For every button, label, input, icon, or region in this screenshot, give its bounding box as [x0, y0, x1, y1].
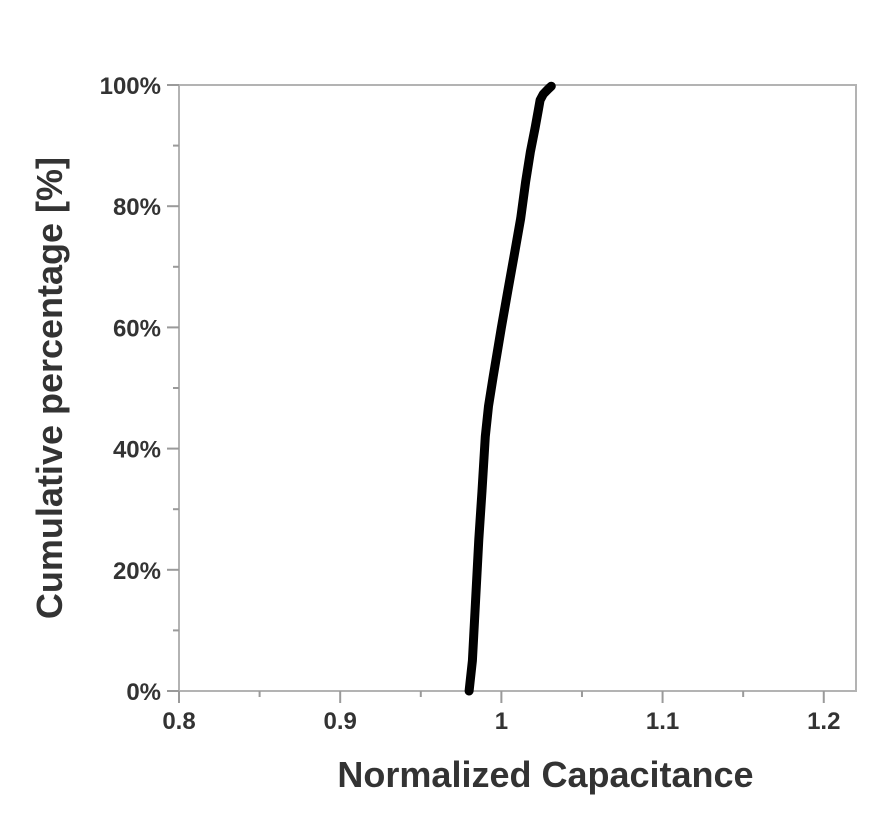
y-tick-label: 40% [113, 437, 161, 464]
y-tick-label: 0% [126, 679, 161, 706]
y-tick-label: 20% [113, 558, 161, 585]
x-tick-label: 0.9 [324, 708, 357, 735]
x-tick-label: 1.1 [646, 708, 679, 735]
x-axis-title: Normalized Capacitance [337, 754, 753, 795]
x-tick-label: 1.2 [807, 708, 840, 735]
x-tick-label: 0.8 [162, 708, 195, 735]
y-axis-title: Cumulative percentage [%] [29, 157, 70, 619]
x-tick-label: 1 [495, 708, 508, 735]
cumulative-distribution-line [464, 81, 556, 696]
y-tick-label: 100% [100, 73, 161, 100]
y-tick-label: 60% [113, 315, 161, 342]
y-tick-label: 80% [113, 194, 161, 221]
